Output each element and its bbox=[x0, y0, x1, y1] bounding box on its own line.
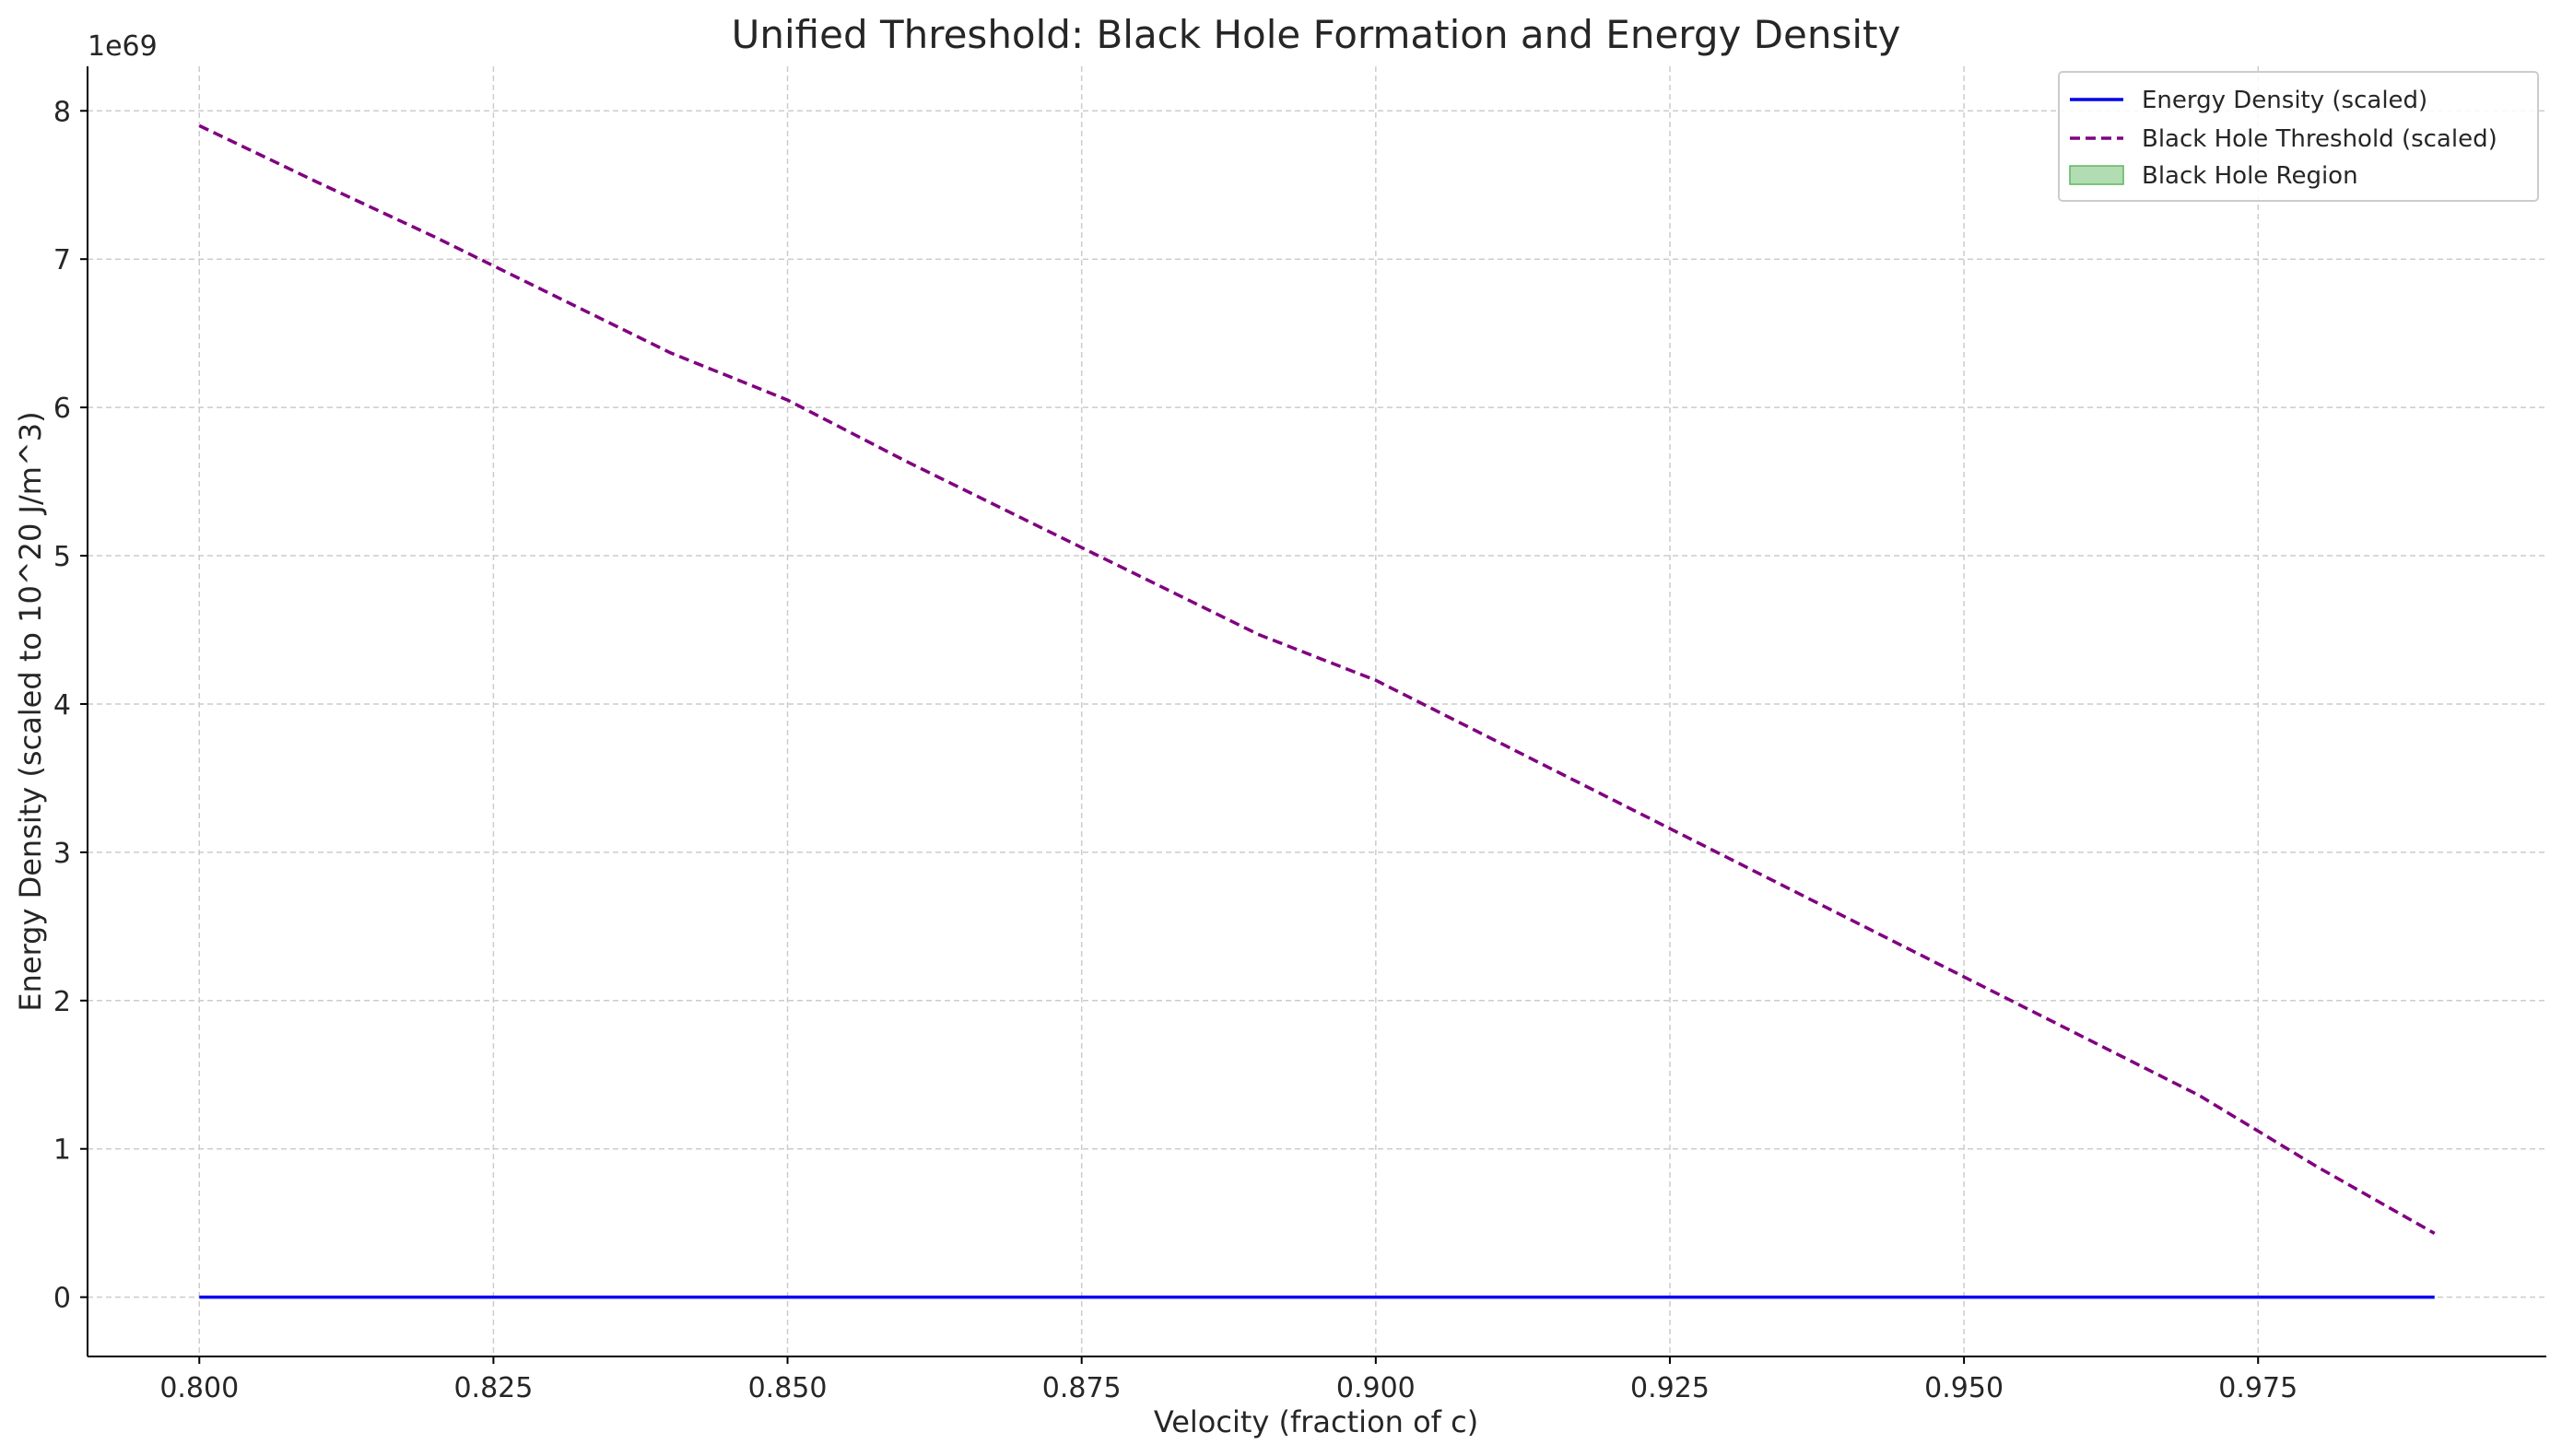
x-tick-label: 0.800 bbox=[159, 1372, 239, 1404]
y-tick-label: 4 bbox=[53, 689, 71, 722]
axes bbox=[87, 66, 2546, 1357]
x-ticks: 0.800 0.825 0.850 0.875 0.900 0.925 0.950 0.975 bbox=[159, 1356, 2298, 1404]
y-tick-label: 6 bbox=[53, 393, 71, 425]
y-tick-label: 5 bbox=[53, 541, 71, 573]
x-tick-label: 0.925 bbox=[1630, 1372, 1710, 1404]
x-tick-label: 0.975 bbox=[2218, 1372, 2298, 1404]
legend-frame bbox=[2058, 71, 2539, 202]
x-tick-label: 0.950 bbox=[1924, 1372, 2004, 1404]
legend: Energy Density (scaled) Black Hole Thres… bbox=[2058, 71, 2539, 202]
series-layer bbox=[198, 123, 2436, 1299]
x-axis-label: Velocity (fraction of c) bbox=[1154, 1404, 1478, 1439]
x-tick-label: 0.850 bbox=[748, 1372, 828, 1404]
y-ticks: 0 1 2 3 4 5 6 7 8 bbox=[53, 96, 88, 1315]
x-tick-label: 0.825 bbox=[453, 1372, 533, 1404]
y-tick-label: 0 bbox=[53, 1283, 71, 1315]
grid-lines bbox=[88, 66, 2546, 1356]
x-tick-label: 0.900 bbox=[1336, 1372, 1416, 1404]
x-tick-label: 0.875 bbox=[1042, 1372, 1122, 1404]
y-offset-label: 1e69 bbox=[88, 30, 158, 63]
y-tick-label: 3 bbox=[53, 838, 71, 870]
y-tick-label: 7 bbox=[53, 244, 71, 276]
legend-label-energy-density: Energy Density (scaled) bbox=[2142, 87, 2427, 114]
black-hole-threshold-line bbox=[198, 123, 2436, 1235]
y-axis-label: Energy Density (scaled to 10^20 J/m^3) bbox=[13, 411, 48, 1011]
y-tick-label: 1 bbox=[53, 1134, 71, 1167]
y-tick-label: 8 bbox=[53, 96, 71, 128]
legend-label-threshold: Black Hole Threshold (scaled) bbox=[2142, 125, 2497, 153]
chart-title: Unified Threshold: Black Hole Formation … bbox=[732, 12, 1901, 57]
legend-swatch-black-hole-region bbox=[2069, 165, 2124, 185]
y-tick-label: 2 bbox=[53, 986, 71, 1018]
legend-label-black-hole-region: Black Hole Region bbox=[2142, 162, 2358, 190]
